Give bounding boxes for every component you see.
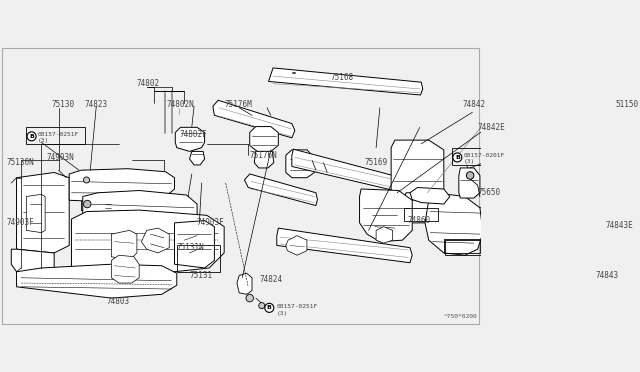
Polygon shape	[213, 100, 295, 138]
Text: 75176M: 75176M	[224, 100, 252, 109]
Text: 74802F: 74802F	[179, 130, 207, 140]
Text: 75131: 75131	[189, 271, 212, 280]
Text: 74802: 74802	[137, 79, 160, 88]
Text: 75131N: 75131N	[177, 243, 205, 252]
Polygon shape	[141, 228, 169, 253]
Text: 74903N: 74903N	[47, 153, 74, 162]
Polygon shape	[286, 235, 307, 255]
Bar	[444, 240, 480, 253]
Text: 74824: 74824	[259, 275, 283, 284]
Text: 51150: 51150	[615, 100, 639, 109]
Polygon shape	[292, 149, 423, 196]
Text: 75169: 75169	[365, 158, 388, 167]
Polygon shape	[376, 227, 393, 243]
Text: B: B	[29, 134, 34, 139]
Text: 74843: 74843	[596, 271, 619, 280]
Polygon shape	[175, 221, 214, 268]
Text: 75130: 75130	[51, 100, 74, 109]
Text: 74823: 74823	[84, 100, 108, 109]
Text: (3): (3)	[277, 311, 288, 315]
Polygon shape	[244, 174, 317, 206]
Polygon shape	[72, 210, 224, 276]
Text: B: B	[267, 305, 272, 310]
Text: 08157-0251F: 08157-0251F	[277, 304, 318, 309]
Text: 74860: 74860	[408, 216, 431, 225]
Bar	[404, 208, 438, 221]
Polygon shape	[111, 230, 137, 260]
Polygon shape	[26, 194, 45, 232]
Bar	[177, 246, 220, 272]
Text: 74842E: 74842E	[477, 123, 506, 132]
Text: 74842: 74842	[463, 100, 486, 109]
Polygon shape	[269, 68, 423, 95]
Polygon shape	[425, 193, 483, 255]
Bar	[26, 127, 85, 144]
Text: 74903F: 74903F	[6, 218, 34, 227]
Polygon shape	[69, 169, 175, 202]
Polygon shape	[237, 273, 252, 294]
Bar	[445, 240, 483, 255]
Polygon shape	[360, 189, 412, 242]
Polygon shape	[250, 126, 278, 151]
Text: 74802N: 74802N	[167, 100, 195, 109]
Circle shape	[83, 177, 90, 183]
Polygon shape	[111, 255, 139, 283]
Circle shape	[265, 303, 274, 312]
Circle shape	[27, 132, 36, 141]
Text: 74843E: 74843E	[605, 221, 633, 230]
Text: 75650: 75650	[477, 188, 500, 197]
Circle shape	[467, 172, 474, 179]
Polygon shape	[175, 127, 205, 151]
Circle shape	[83, 200, 91, 208]
Bar	[452, 148, 511, 165]
Circle shape	[259, 302, 265, 309]
Polygon shape	[189, 151, 205, 165]
Polygon shape	[403, 193, 436, 223]
Polygon shape	[459, 168, 480, 198]
Text: 08157-0251F: 08157-0251F	[38, 132, 79, 137]
Text: B: B	[455, 155, 460, 160]
Text: (3): (3)	[38, 138, 49, 143]
Polygon shape	[12, 249, 54, 273]
Text: 08157-0201F: 08157-0201F	[463, 153, 504, 158]
Polygon shape	[83, 190, 197, 232]
Circle shape	[453, 153, 462, 162]
Polygon shape	[391, 140, 444, 200]
Polygon shape	[286, 150, 314, 178]
Text: 74803: 74803	[107, 297, 130, 306]
Polygon shape	[17, 264, 177, 298]
Polygon shape	[410, 187, 450, 204]
Polygon shape	[254, 151, 274, 168]
Circle shape	[246, 294, 253, 302]
Polygon shape	[17, 173, 69, 253]
Polygon shape	[277, 228, 412, 263]
Text: 75130N: 75130N	[6, 158, 34, 167]
Text: 74903F: 74903F	[196, 218, 224, 227]
Text: ^750*0200: ^750*0200	[444, 314, 477, 320]
Text: 75168: 75168	[331, 73, 354, 82]
Text: 75176N: 75176N	[250, 151, 278, 160]
Text: (3): (3)	[463, 160, 475, 164]
